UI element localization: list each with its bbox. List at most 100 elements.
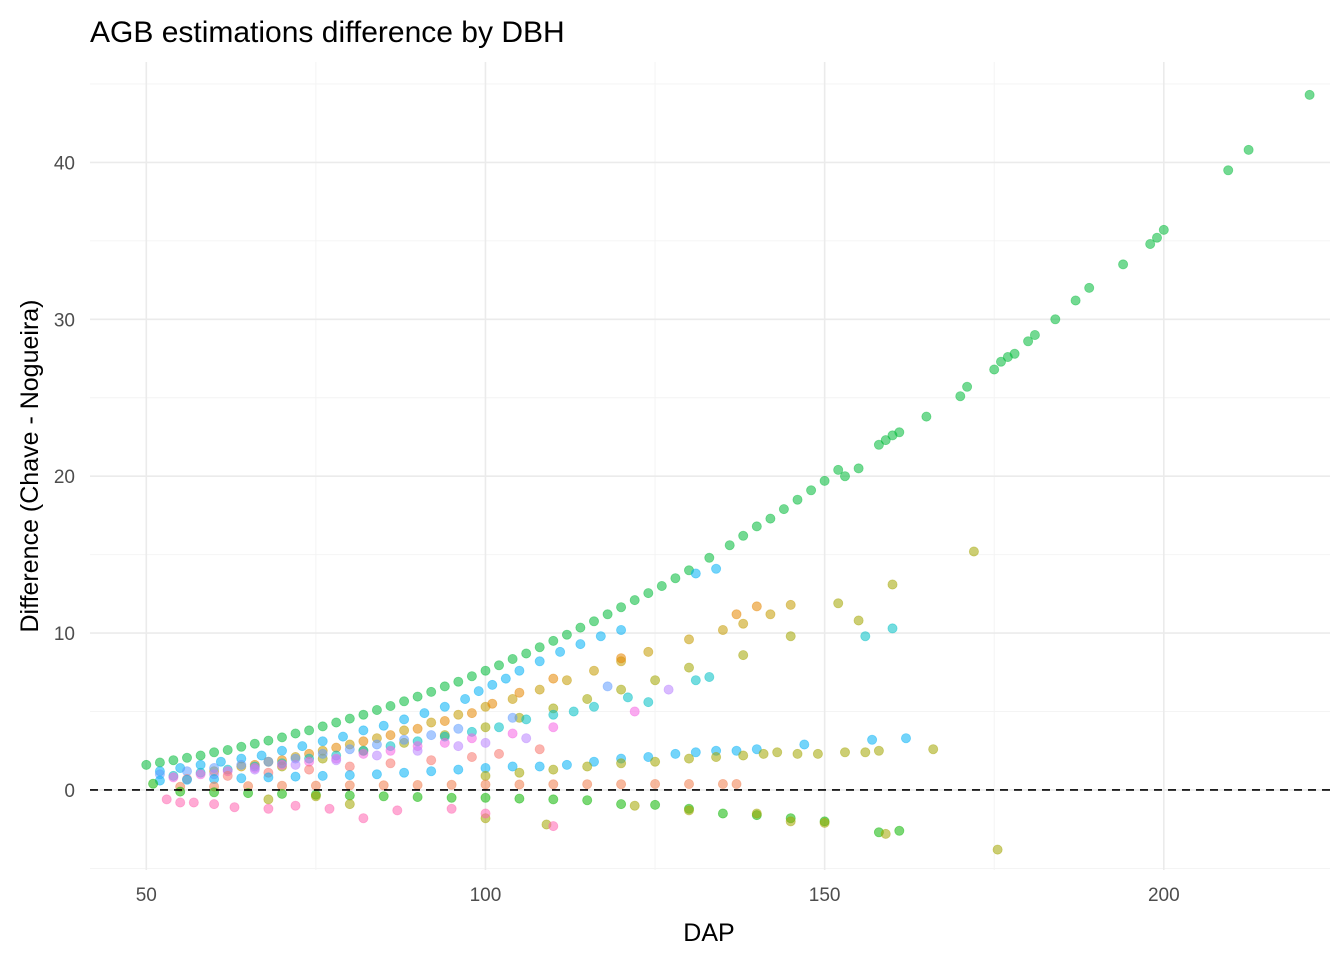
data-point [236,741,247,752]
data-point [555,646,566,657]
data-point [650,799,661,810]
data-point [514,665,525,676]
data-point [731,609,742,620]
data-point [616,625,627,636]
data-point [188,797,199,808]
data-point [249,738,260,749]
data-point [833,464,844,475]
data-point [175,786,186,797]
data-point [602,609,613,620]
data-point [548,764,559,775]
data-point [358,725,369,736]
data-point [466,733,477,744]
data-point [399,696,410,707]
data-point [412,691,423,702]
data-point [229,802,240,813]
data-point [161,794,172,805]
data-point [534,642,545,653]
data-point [317,770,328,781]
data-point [738,530,749,541]
data-point [263,735,274,746]
data-point [195,769,206,780]
data-point [670,573,681,584]
data-point [154,757,165,768]
data-point [589,756,600,767]
series-group-violet [209,684,674,780]
data-point [717,779,728,790]
data-point [399,725,410,736]
data-point [656,581,667,592]
points-layer [141,89,1315,855]
data-point [731,745,742,756]
data-point [263,803,274,814]
data-point [738,650,749,661]
data-point [880,828,891,839]
data-point [392,805,403,816]
data-point [704,552,715,563]
series-group-sky-blue-upper [154,563,722,777]
data-point [344,713,355,724]
data-point [867,734,878,745]
data-point [290,771,301,782]
data-point [304,764,315,775]
data-point [385,730,396,741]
y-tick-label: 40 [54,153,75,174]
data-point [860,631,871,642]
data-point [521,733,532,744]
data-point [643,752,654,763]
data-point [1158,224,1169,235]
data-point [480,792,491,803]
data-point [561,629,572,640]
data-point [765,609,776,620]
data-point [629,800,640,811]
data-point [738,750,749,761]
data-point [928,744,939,755]
data-point [480,722,491,733]
data-point [337,731,348,742]
data-point [758,748,769,759]
data-point [385,758,396,769]
series-group-pink-negative [161,794,559,832]
data-point [297,741,308,752]
data-point [324,803,335,814]
data-point [310,791,321,802]
data-point [168,772,179,783]
data-point [426,717,437,728]
data-point [684,779,695,790]
data-point [263,772,274,783]
data-point [358,748,369,759]
data-point [582,779,593,790]
data-point [1050,314,1061,325]
data-point [222,745,233,756]
data-point [344,799,355,810]
data-point [399,734,410,745]
data-point [575,639,586,650]
data-point [385,701,396,712]
data-point [568,706,579,717]
data-point [894,427,905,438]
data-point [684,805,695,816]
x-axis-title: DAP [683,919,734,947]
data-point [276,759,287,770]
data-point [582,795,593,806]
data-point [304,725,315,736]
data-point [480,737,491,748]
data-point [968,546,979,557]
data-point [1304,89,1315,100]
data-point [236,759,247,770]
series-group-olive-lower [480,744,939,781]
data-point [466,671,477,682]
data-point [480,665,491,676]
data-point [575,622,586,633]
data-point [717,808,728,819]
data-point [480,808,491,819]
data-point [473,686,484,697]
data-point [582,761,593,772]
data-point [514,779,525,790]
data-point [290,759,301,770]
data-point [690,568,701,579]
data-point [507,728,518,739]
data-point [317,721,328,732]
data-point [799,739,810,750]
data-point [561,675,572,686]
